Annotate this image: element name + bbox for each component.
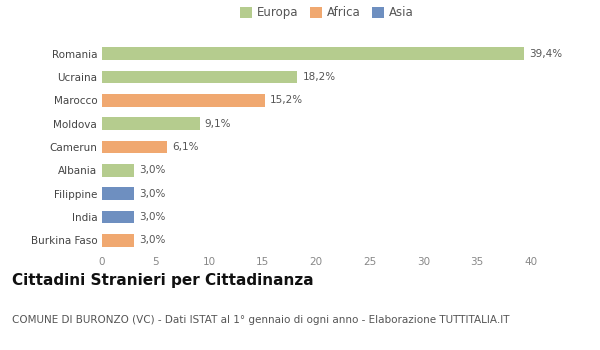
Bar <box>102 71 297 83</box>
Bar <box>102 211 134 223</box>
Legend: Europa, Africa, Asia: Europa, Africa, Asia <box>236 2 418 24</box>
Text: 6,1%: 6,1% <box>173 142 199 152</box>
Text: 9,1%: 9,1% <box>205 119 232 129</box>
Text: Cittadini Stranieri per Cittadinanza: Cittadini Stranieri per Cittadinanza <box>12 273 314 288</box>
Bar <box>102 47 524 60</box>
Bar <box>102 164 134 177</box>
Bar <box>102 141 167 153</box>
Text: 3,0%: 3,0% <box>139 212 166 222</box>
Bar <box>102 117 199 130</box>
Bar <box>102 94 265 107</box>
Text: 15,2%: 15,2% <box>270 95 304 105</box>
Text: COMUNE DI BURONZO (VC) - Dati ISTAT al 1° gennaio di ogni anno - Elaborazione TU: COMUNE DI BURONZO (VC) - Dati ISTAT al 1… <box>12 315 509 325</box>
Text: 3,0%: 3,0% <box>139 165 166 175</box>
Text: 39,4%: 39,4% <box>530 49 563 59</box>
Text: 18,2%: 18,2% <box>302 72 335 82</box>
Bar <box>102 234 134 247</box>
Text: 3,0%: 3,0% <box>139 235 166 245</box>
Bar <box>102 187 134 200</box>
Text: 3,0%: 3,0% <box>139 189 166 199</box>
